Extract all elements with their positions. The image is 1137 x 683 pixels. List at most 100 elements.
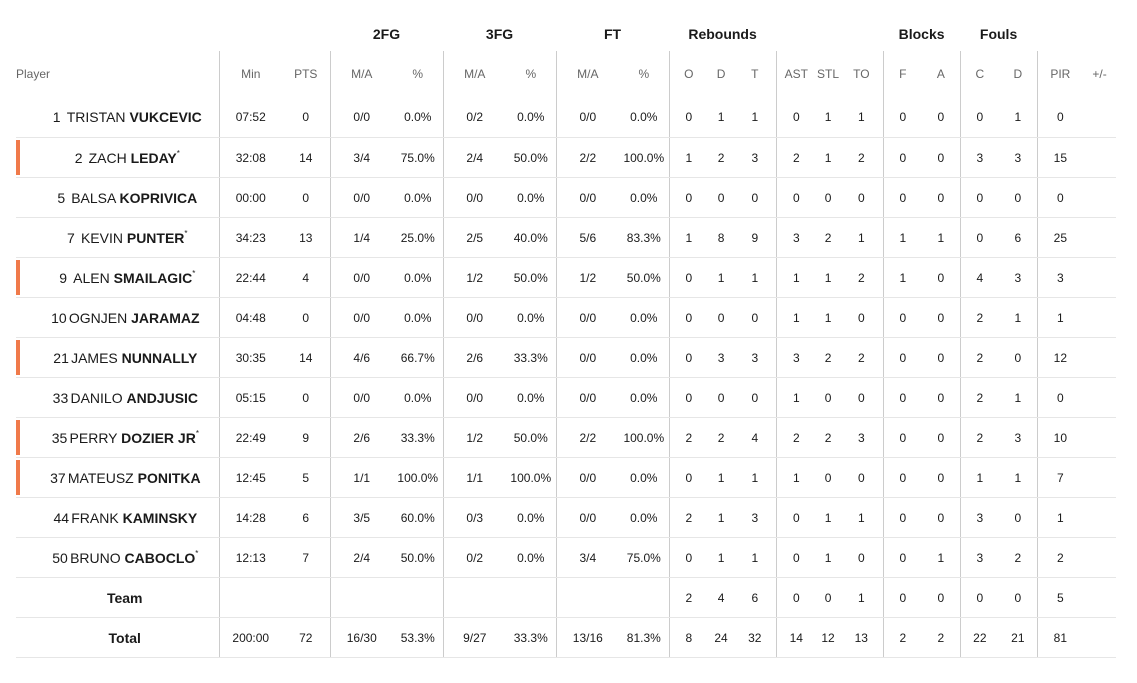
player-row[interactable]: 9 ALEN SMAILAGIC* 22:44 4 0/0 0.0% 1/2 50.0% 1/2… xyxy=(16,257,1117,298)
column-header-reb-d[interactable]: D xyxy=(716,67,726,81)
player-row[interactable]: 5 BALSA KOPRIVICA 00:00 0 0/0 0.0% 0/0 0.0% 0/0 0… xyxy=(16,177,1117,218)
player-row[interactable]: 10 OGNJEN JARAMAZ 04:48 0 0/0 0.0% 0/0 0.0% 0/0 0… xyxy=(16,297,1117,338)
box-score-table: 2FG 3FG FT Rebounds Blocks Fouls Player … xyxy=(16,16,1117,658)
player-last-name[interactable]: PUNTER xyxy=(126,229,185,246)
player-first-name[interactable]: KEVIN xyxy=(80,229,123,246)
player-last-name[interactable]: CABOCLO xyxy=(124,549,196,566)
column-header-ft-ma[interactable]: M/A xyxy=(555,51,620,97)
column-header-to[interactable]: TO xyxy=(853,67,870,81)
player-first-name[interactable]: FRANK xyxy=(71,509,119,526)
player-first-name[interactable]: OGNJEN xyxy=(68,309,128,326)
stat-stl: 2 xyxy=(816,337,841,378)
stat-blk-a: 0 xyxy=(922,497,961,538)
group-header-fouls: Fouls xyxy=(979,25,1018,42)
stat-plus-minus xyxy=(1083,137,1117,178)
player-row[interactable]: 2 ZACH LEDAY* 32:08 14 3/4 75.0% 2/4 50.0% 2/2 10… xyxy=(16,137,1117,178)
player-last-name[interactable]: KAMINSKY xyxy=(122,509,198,526)
player-first-name[interactable]: PERRY xyxy=(69,429,118,446)
stat-fg2-ma: 3/4 xyxy=(329,137,393,178)
stat-ast: 1 xyxy=(775,297,817,338)
player-first-name[interactable]: BALSA xyxy=(71,189,116,206)
stat-fg2-pct: 66.7% xyxy=(393,337,444,378)
player-row[interactable]: 1 TRISTAN VUKCEVIC 07:52 0 0/0 0.0% 0/2 0.0% 0/0… xyxy=(16,97,1117,138)
stat-fg3-ma: 2/5 xyxy=(442,217,507,258)
column-header-blk-a[interactable]: A xyxy=(936,67,945,81)
column-header-blk-f[interactable]: F xyxy=(882,51,923,97)
column-header-pts[interactable]: PTS xyxy=(294,67,318,81)
player-row[interactable]: 50 BRUNO CABOCLO* 12:13 7 2/4 50.0% 0/2 0.0% 3/4… xyxy=(16,537,1117,578)
stat-reb-o: 0 xyxy=(668,257,709,298)
stat-pir: 25 xyxy=(1036,217,1084,258)
column-header-3fg-ma[interactable]: M/A xyxy=(442,51,507,97)
stat-fouls-d: 1 xyxy=(999,97,1038,138)
player-last-name[interactable]: VUKCEVIC xyxy=(129,109,202,125)
stat-blk-f: 0 xyxy=(882,497,923,538)
stat-reb-d: 1 xyxy=(708,257,735,298)
player-cell: 21 JAMES NUNNALLY xyxy=(16,337,219,378)
stat-fg2-ma: 0/0 xyxy=(329,97,393,138)
player-last-name[interactable]: SMAILAGIC xyxy=(113,269,193,286)
stat-reb-d: 1 xyxy=(708,457,735,498)
player-first-name[interactable]: ZACH xyxy=(88,149,127,166)
column-header-2fg-pct[interactable]: % xyxy=(412,67,424,81)
stat-reb-t: 0 xyxy=(734,177,777,218)
column-header-3fg-pct[interactable]: % xyxy=(525,67,537,81)
stat-fg3-pct: 50.0% xyxy=(506,417,557,458)
player-first-name[interactable]: JAMES xyxy=(71,349,118,366)
player-last-name[interactable]: JARAMAZ xyxy=(131,309,200,326)
stat-ft-ma: 13/16 xyxy=(555,617,620,658)
player-number: 35 xyxy=(51,429,68,446)
column-header-min[interactable]: Min xyxy=(218,51,282,97)
stat-stl: 12 xyxy=(816,617,841,658)
column-header-ast[interactable]: AST xyxy=(775,51,817,97)
column-header-2fg-ma[interactable]: M/A xyxy=(329,51,393,97)
column-header-reb-o[interactable]: O xyxy=(668,51,709,97)
column-header-player[interactable]: Player xyxy=(16,67,51,81)
column-header-fouls-d[interactable]: D xyxy=(1013,67,1023,81)
stat-min: 22:49 xyxy=(218,417,282,458)
stat-blk-f: 1 xyxy=(882,257,923,298)
player-row[interactable]: 35 PERRY DOZIER JR* 22:49 9 2/6 33.3% 1/2 50.0%… xyxy=(16,417,1117,458)
player-last-name[interactable]: PONITKA xyxy=(137,469,201,486)
player-last-name[interactable]: LEDAY xyxy=(130,149,177,166)
player-last-name[interactable]: DOZIER JR xyxy=(121,429,196,446)
player-last-name[interactable]: ANDJUSIC xyxy=(126,389,199,406)
stat-fg3-pct: 40.0% xyxy=(506,217,557,258)
stat-min: 00:00 xyxy=(218,177,282,218)
stat-fouls-c: 3 xyxy=(959,137,1000,178)
player-row[interactable]: 37 MATEUSZ PONITKA 12:45 5 1/1 100.0% 1/1 100.0… xyxy=(16,457,1117,498)
column-header-fouls-c[interactable]: C xyxy=(959,51,1000,97)
stat-min: 12:45 xyxy=(218,457,282,498)
column-header-plus-minus[interactable]: +/- xyxy=(1092,67,1107,81)
player-last-name[interactable]: NUNNALLY xyxy=(121,349,198,366)
stat-fouls-c: 22 xyxy=(959,617,1000,658)
player-number: 37 xyxy=(50,469,66,486)
column-header-reb-t[interactable]: T xyxy=(751,67,759,81)
player-row[interactable]: 44 FRANK KAMINSKY 14:28 6 3/5 60.0% 0/3 0.0% 0/0… xyxy=(16,497,1117,538)
player-first-name[interactable]: ALEN xyxy=(73,269,110,286)
stat-min: 04:48 xyxy=(218,297,282,338)
stat-fg2-ma: 3/5 xyxy=(329,497,393,538)
column-header-ft-pct[interactable]: % xyxy=(638,67,650,81)
stat-pir: 10 xyxy=(1036,417,1084,458)
player-last-name[interactable]: KOPRIVICA xyxy=(119,189,198,206)
stat-reb-t: 9 xyxy=(734,217,777,258)
player-number: 1 xyxy=(52,109,61,125)
stat-plus-minus xyxy=(1083,97,1117,138)
player-row[interactable]: 21 JAMES NUNNALLY 30:35 14 4/6 66.7% 2/6 33.3% 0… xyxy=(16,337,1117,378)
starter-marker: * xyxy=(184,228,188,238)
column-header-pir[interactable]: PIR xyxy=(1036,51,1084,97)
player-first-name[interactable]: TRISTAN xyxy=(66,109,126,125)
player-row[interactable]: 7 KEVIN PUNTER* 34:23 13 1/4 25.0% 2/5 40.0% 5/6… xyxy=(16,217,1117,258)
player-first-name[interactable]: DANILO xyxy=(70,389,123,406)
column-header-stl[interactable]: STL xyxy=(817,67,840,81)
player-first-name[interactable]: BRUNO xyxy=(70,549,121,566)
stat-plus-minus xyxy=(1083,417,1117,458)
player-row[interactable]: 33 DANILO ANDJUSIC 05:15 0 0/0 0.0% 0/0 0.0% 0/0… xyxy=(16,377,1117,418)
player-number: 7 xyxy=(67,229,75,246)
stat-fouls-d: 1 xyxy=(999,457,1038,498)
stat-fg3-ma: 0/0 xyxy=(442,377,507,418)
stat-plus-minus xyxy=(1083,377,1117,418)
stat-fg3-pct: 0.0% xyxy=(506,177,557,218)
player-first-name[interactable]: MATEUSZ xyxy=(67,469,134,486)
